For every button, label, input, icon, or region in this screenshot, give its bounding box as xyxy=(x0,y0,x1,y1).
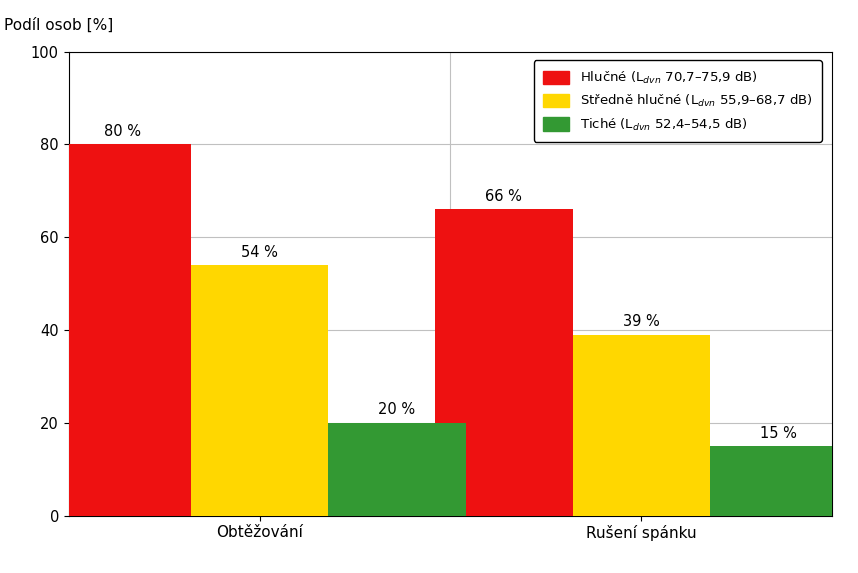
Legend: Hlučné (L$_{dvn}$ 70,7–75,9 dB), Středně hlučné (L$_{dvn}$ 55,9–68,7 dB), Tiché : Hlučné (L$_{dvn}$ 70,7–75,9 dB), Středně… xyxy=(534,61,822,142)
Bar xyxy=(572,335,710,516)
Text: 66 %: 66 % xyxy=(486,189,523,204)
Text: 15 %: 15 % xyxy=(760,426,797,441)
Bar xyxy=(53,144,190,516)
Text: 39 %: 39 % xyxy=(623,314,660,329)
Bar xyxy=(710,446,848,516)
Bar xyxy=(329,423,466,516)
Text: 20 %: 20 % xyxy=(378,402,415,417)
Text: Podíl osob [%]: Podíl osob [%] xyxy=(3,18,113,33)
Text: 80 %: 80 % xyxy=(104,124,141,139)
Bar xyxy=(435,209,572,516)
Bar xyxy=(190,265,329,516)
Text: 54 %: 54 % xyxy=(241,245,278,260)
